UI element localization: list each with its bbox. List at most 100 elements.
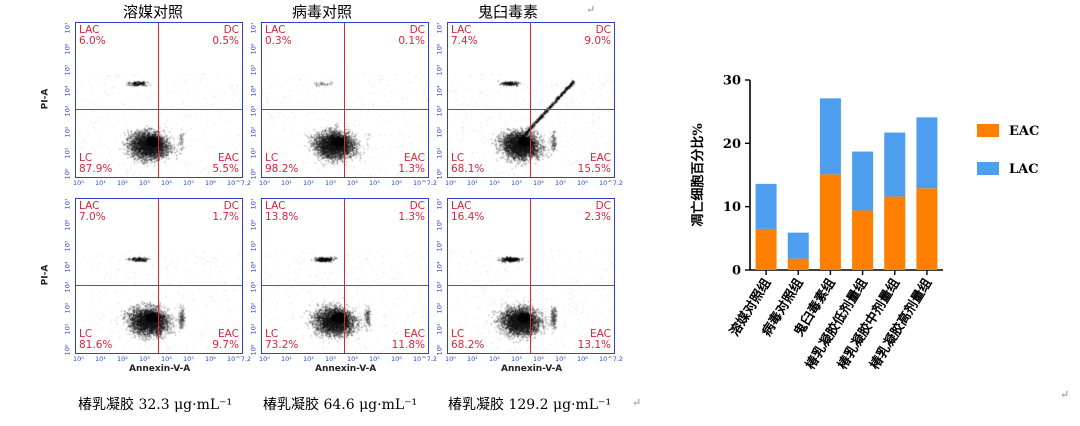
x-tick-label: 10^7.2: [599, 179, 624, 187]
quadrant-label-lc: LC 68.2%: [451, 329, 484, 351]
legend-swatch-lac: [977, 162, 999, 175]
bar-eac-4: [852, 210, 874, 270]
x-tick-label: 10⁰: [445, 355, 456, 363]
quadrant-percent: 2.3%: [584, 211, 611, 223]
y-tick-label: 10²: [249, 126, 258, 138]
y-tick-label: 10⁶: [63, 43, 72, 55]
y-tick-label: 10³: [63, 105, 72, 117]
x-tick-label: 10³: [325, 355, 336, 363]
y-tick-label: 10⁰: [435, 168, 444, 180]
quadrant-percent: 0.3%: [265, 35, 292, 47]
quadrant-name: LAC: [451, 24, 472, 36]
x-tick-label: 10²: [489, 179, 500, 187]
x-tick-label: 10⁰: [445, 179, 456, 187]
quadrant-name: LC: [265, 328, 279, 340]
y-axis-label: PI-A: [40, 88, 51, 110]
x-tick-label: 10⁶: [577, 179, 588, 187]
x-axis-label: Annexin-V-A: [315, 364, 377, 374]
x-tick-label: 10⁴: [161, 355, 172, 363]
x-tick-label: 10⁶: [391, 355, 402, 363]
quadrant-label-lac: LAC 6.0%: [79, 25, 106, 47]
quadrant-vertical-line: [344, 23, 345, 177]
quadrant-label-dc: DC 0.1%: [398, 25, 425, 47]
y-tick-label: 10⁴: [249, 85, 258, 97]
quadrant-vertical-line: [530, 199, 531, 353]
bar-lac-2: [787, 232, 809, 259]
bar-lac-5: [884, 132, 906, 197]
y-axis-label: 凋亡细胞百分比%: [690, 123, 706, 227]
y-tick-label: 10¹: [63, 147, 72, 159]
y-tick-label: 10⁵: [63, 240, 72, 252]
flow-panel-1: LAC 6.0% DC 0.5% LC 87.9% EAC 5.5%: [75, 22, 243, 178]
bar-eac-2: [787, 258, 809, 270]
x-tick-label: 10⁴: [161, 179, 172, 187]
quadrant-name: LAC: [79, 200, 100, 212]
x-tick-label: 10⁴: [533, 179, 544, 187]
quadrant-label-dc: DC 1.3%: [398, 201, 425, 223]
quadrant-name: LAC: [451, 200, 472, 212]
x-tick-label: 10^7.2: [227, 179, 252, 187]
x-tick-label: 10¹: [281, 179, 292, 187]
x-tick-label: 10⁵: [183, 355, 194, 363]
x-tick-label: 10²: [117, 355, 128, 363]
x-tick-label: 10^7.2: [413, 355, 438, 363]
y-tick-label: 10³: [435, 105, 444, 117]
y-tick-label: 10⁴: [249, 261, 258, 273]
x-tick-label: 10¹: [95, 355, 106, 363]
y-tick-label: 10⁷: [249, 198, 258, 210]
quadrant-percent: 68.2%: [451, 339, 485, 351]
col-header-podophyllotoxin: 鬼臼毒素: [478, 3, 539, 21]
quadrant-percent: 0.1%: [398, 35, 425, 47]
x-tick-label: 10³: [139, 355, 150, 363]
x-tick-label: 10⁵: [555, 355, 566, 363]
quadrant-name: DC: [409, 24, 425, 36]
y-tick-label: 10⁵: [435, 240, 444, 252]
x-tick-label: 10^7.2: [599, 355, 624, 363]
y-tick-label: 10⁰: [249, 344, 258, 356]
x-tick-label: 10³: [511, 355, 522, 363]
quadrant-percent: 9.0%: [584, 35, 611, 47]
x-tick-label: 10¹: [281, 355, 292, 363]
x-tick-label: 10³: [511, 179, 522, 187]
quadrant-label-lac: LAC 7.4%: [451, 25, 478, 47]
x-tick-label: 10¹: [95, 179, 106, 187]
x-tick-label: 10⁴: [347, 179, 358, 187]
y-tick-label: 10¹: [63, 323, 72, 335]
bar-eac-1: [755, 228, 777, 270]
flow-panel-3: LAC 7.4% DC 9.0% LC 68.1% EAC 15.5%: [447, 22, 615, 178]
y-tick-label: 10⁶: [435, 43, 444, 55]
x-tick-label: 10⁶: [577, 355, 588, 363]
y-tick-label: 10¹: [249, 323, 258, 335]
quadrant-percent: 73.2%: [265, 339, 299, 351]
y-tick-label: 10⁵: [249, 240, 258, 252]
quadrant-label-eac: EAC 9.7%: [212, 329, 239, 351]
quadrant-percent: 11.8%: [391, 339, 425, 351]
quadrant-label-lc: LC 81.6%: [79, 329, 112, 351]
flow-scatter-plot: [262, 199, 428, 353]
x-axis-label: Annexin-V-A: [501, 364, 563, 374]
y-tick-label: 10²: [63, 126, 72, 138]
x-tick-label: 10²: [303, 355, 314, 363]
y-tick-label: 10⁴: [63, 261, 72, 273]
y-tick-label: 10⁰: [63, 344, 72, 356]
quadrant-percent: 68.1%: [451, 163, 485, 175]
quadrant-name: LAC: [265, 200, 286, 212]
x-tick-label: 10⁴: [347, 355, 358, 363]
y-tick-label: 0: [732, 264, 741, 279]
quadrant-label-lc: LC 87.9%: [79, 153, 112, 175]
x-tick-label: 10⁶: [391, 179, 402, 187]
quadrant-name: DC: [595, 200, 611, 212]
col-header-virus: 病毒对照: [292, 3, 353, 21]
quadrant-percent: 81.6%: [79, 339, 113, 351]
quadrant-vertical-line: [344, 199, 345, 353]
x-tick-label: 10⁶: [205, 179, 216, 187]
y-tick-label: 10⁷: [435, 198, 444, 210]
y-tick-label: 10⁴: [435, 261, 444, 273]
y-tick-label: 10⁰: [435, 344, 444, 356]
y-tick-label: 10⁷: [63, 22, 72, 34]
y-axis-label: PI-A: [40, 264, 51, 286]
flow-panel-2: LAC 0.3% DC 0.1% LC 98.2% EAC 1.3%: [261, 22, 429, 178]
y-tick-label: 10³: [249, 281, 258, 293]
bar-eac-6: [916, 188, 938, 270]
quadrant-horizontal-line: [76, 285, 242, 286]
